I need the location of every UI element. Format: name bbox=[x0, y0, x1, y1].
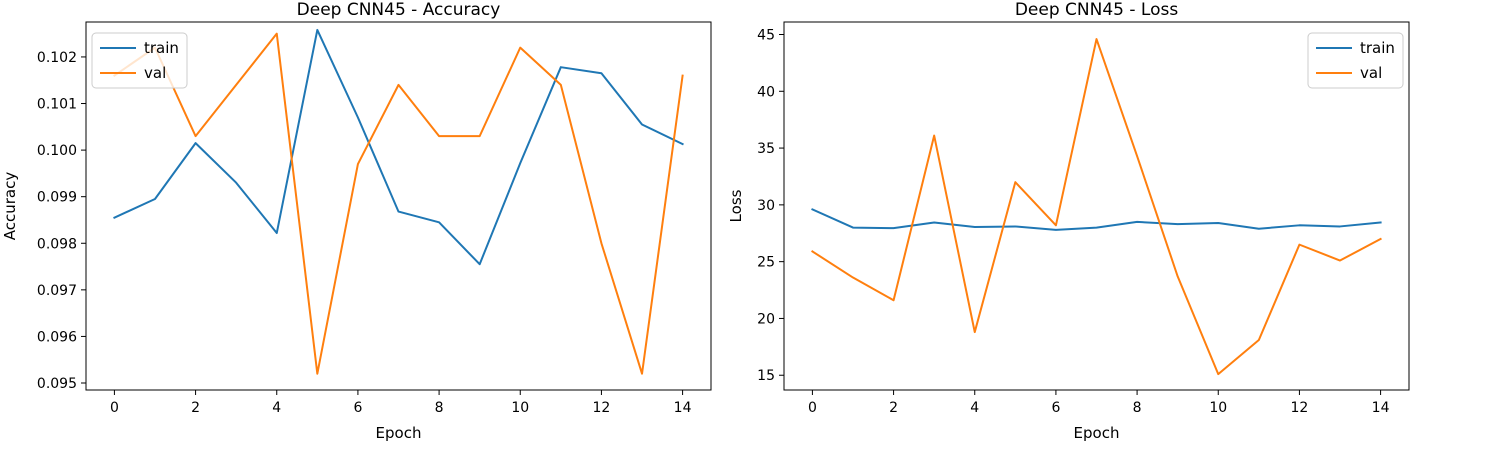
x-tick-label: 6 bbox=[1051, 400, 1060, 416]
x-tick-label: 0 bbox=[110, 400, 119, 416]
legend-label-train: train bbox=[144, 39, 179, 57]
x-tick-label: 2 bbox=[191, 400, 200, 416]
x-tick-label: 2 bbox=[889, 400, 898, 416]
x-tick-label: 12 bbox=[593, 400, 611, 416]
x-tick-label: 8 bbox=[1133, 400, 1142, 416]
y-tick-label: 45 bbox=[757, 27, 775, 43]
x-tick-label: 4 bbox=[272, 400, 281, 416]
x-axis-label: Epoch bbox=[376, 424, 422, 442]
x-tick-label: 6 bbox=[353, 400, 362, 416]
x-tick-label: 0 bbox=[808, 400, 817, 416]
y-tick-label: 0.101 bbox=[37, 97, 77, 113]
y-tick-label: 0.099 bbox=[37, 190, 77, 206]
chart-panel-accuracy: Deep CNN45 - Accuracy 0 2 4 6 8 10 12 14 0.095 0.0… bbox=[1, 0, 712, 442]
series-line-train bbox=[811, 208, 1382, 231]
x-tick-label: 8 bbox=[435, 400, 444, 416]
y-tick-label: 0.102 bbox=[37, 50, 77, 66]
legend-label-val: val bbox=[144, 64, 166, 82]
series-line-val bbox=[113, 32, 684, 375]
y-tick-label: 35 bbox=[757, 141, 775, 157]
legend: train val bbox=[1307, 32, 1404, 89]
y-tick-label: 0.096 bbox=[37, 329, 77, 345]
y-tick-label: 0.100 bbox=[37, 143, 77, 159]
legend-label-val: val bbox=[1360, 64, 1382, 82]
plot-frame bbox=[85, 21, 712, 391]
x-tick-label: 12 bbox=[1291, 400, 1309, 416]
chart-panel-loss: Deep CNN45 - Loss 0 2 4 6 8 10 12 14 15 20 25 30 35 40… bbox=[727, 0, 1410, 442]
y-tick-label: 20 bbox=[757, 311, 775, 327]
legend: train val bbox=[91, 32, 188, 89]
y-tick-label: 30 bbox=[757, 198, 775, 214]
series-line-train bbox=[113, 28, 684, 266]
y-tick-label: 0.098 bbox=[37, 236, 77, 252]
x-tick-label: 14 bbox=[674, 400, 692, 416]
x-tick-label: 14 bbox=[1372, 400, 1390, 416]
legend-box bbox=[91, 32, 188, 89]
y-tick-label: 25 bbox=[757, 255, 775, 271]
legend-box bbox=[1307, 32, 1404, 89]
y-axis-label: Loss bbox=[727, 189, 745, 222]
chart-title: Deep CNN45 - Accuracy bbox=[297, 0, 501, 20]
y-tick-label: 15 bbox=[757, 368, 775, 384]
x-tick-label: 4 bbox=[970, 400, 979, 416]
y-axis-label: Accuracy bbox=[1, 172, 19, 241]
x-tick-label: 10 bbox=[511, 400, 529, 416]
y-tick-label: 40 bbox=[757, 84, 775, 100]
plot-frame bbox=[783, 21, 1410, 391]
legend-label-train: train bbox=[1360, 39, 1395, 57]
x-axis-label: Epoch bbox=[1074, 424, 1120, 442]
y-tick-label: 0.095 bbox=[37, 376, 77, 392]
series-line-val bbox=[811, 38, 1382, 376]
y-tick-label: 0.097 bbox=[37, 283, 77, 299]
x-tick-label: 10 bbox=[1209, 400, 1227, 416]
chart-title: Deep CNN45 - Loss bbox=[1015, 0, 1179, 20]
